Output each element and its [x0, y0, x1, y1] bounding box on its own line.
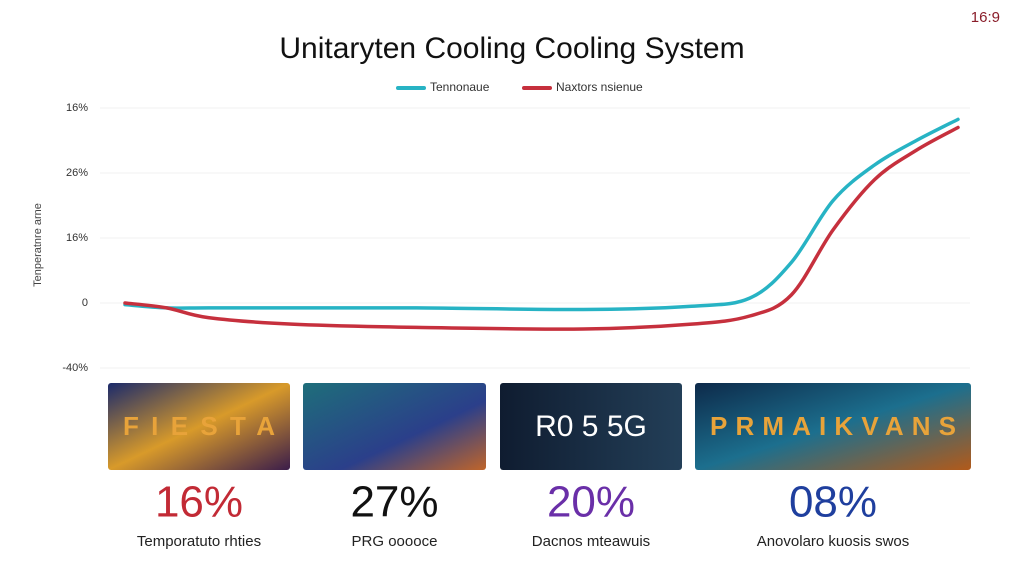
y-tick-label: 0 — [82, 297, 88, 309]
card-image — [695, 383, 971, 470]
card-caption: Temporatuto rhties — [137, 533, 261, 550]
legend-label: Tennonaue — [430, 80, 490, 94]
legend-label: Naxtors nsienue — [556, 80, 643, 94]
card-percent: 20% — [547, 478, 635, 527]
card-percent: 16% — [155, 478, 243, 527]
y-tick-label: -40% — [62, 362, 88, 374]
aspect-badge: 16:9 — [971, 9, 1000, 26]
card-caption: Anovolaro kuosis swos — [757, 533, 910, 550]
card-caption: PRG ooooce — [352, 533, 438, 550]
card-caption: Dacnos mteawuis — [532, 533, 650, 550]
y-tick-label: 16% — [66, 232, 88, 244]
y-tick-label: 16% — [66, 102, 88, 114]
y-axis-label: Tenperatnre arne — [32, 203, 44, 287]
series-line — [123, 125, 960, 331]
y-tick-label: 26% — [66, 167, 88, 179]
card-percent: 27% — [350, 478, 438, 527]
card-image — [108, 383, 290, 470]
card-percent: 08% — [789, 478, 877, 527]
card-image — [500, 383, 682, 470]
card-image — [303, 383, 486, 470]
series-line — [123, 117, 960, 312]
chart-title: Unitaryten Cooling Cooling System — [279, 32, 744, 65]
card-image-text: R0 5 5G — [535, 410, 647, 443]
